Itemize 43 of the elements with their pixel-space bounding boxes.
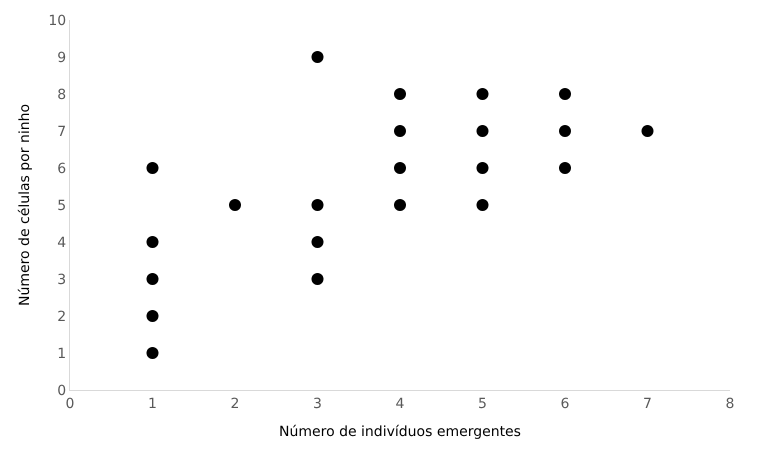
point bbox=[146, 236, 158, 248]
y-tick-label: 0 bbox=[57, 382, 66, 399]
point bbox=[476, 162, 488, 174]
y-tick-label: 10 bbox=[48, 12, 66, 29]
x-tick-label: 4 bbox=[396, 396, 405, 412]
y-tick-label: 3 bbox=[57, 272, 66, 288]
x-tick-label: 5 bbox=[478, 396, 487, 412]
y-tick-label: 7 bbox=[57, 124, 66, 140]
y-tick-label: 2 bbox=[57, 308, 66, 325]
y-tick-label: 8 bbox=[57, 86, 66, 103]
y-axis-title: Número de células por ninho bbox=[16, 104, 33, 306]
y-tick-label: 9 bbox=[57, 50, 66, 66]
point bbox=[559, 162, 571, 174]
x-tick-label: 7 bbox=[643, 396, 652, 412]
point bbox=[476, 125, 488, 137]
y-tick-label: 4 bbox=[57, 234, 66, 251]
y-tick-label: 1 bbox=[57, 346, 66, 362]
point bbox=[476, 88, 488, 100]
x-tick-label: 2 bbox=[230, 396, 240, 412]
y-tick-label: 6 bbox=[57, 160, 66, 177]
point bbox=[394, 88, 406, 100]
point bbox=[394, 199, 406, 211]
point bbox=[312, 199, 324, 211]
point bbox=[146, 310, 158, 322]
point bbox=[146, 162, 158, 174]
point bbox=[559, 88, 571, 100]
point bbox=[394, 162, 406, 174]
y-tick-label: 5 bbox=[57, 198, 66, 214]
point bbox=[642, 125, 654, 137]
x-tick-label: 6 bbox=[560, 396, 570, 412]
x-axis-title: Número de indivíduos emergentes bbox=[279, 424, 521, 440]
x-tick-label: 1 bbox=[148, 396, 157, 412]
x-tick-label: 3 bbox=[313, 396, 322, 412]
point bbox=[312, 51, 324, 63]
x-tick-label: 8 bbox=[726, 396, 734, 412]
point bbox=[394, 125, 406, 137]
point bbox=[146, 273, 158, 285]
point bbox=[559, 125, 571, 137]
point bbox=[312, 236, 324, 248]
point bbox=[229, 199, 241, 211]
point bbox=[312, 273, 324, 285]
point bbox=[146, 347, 158, 359]
point bbox=[476, 199, 488, 211]
